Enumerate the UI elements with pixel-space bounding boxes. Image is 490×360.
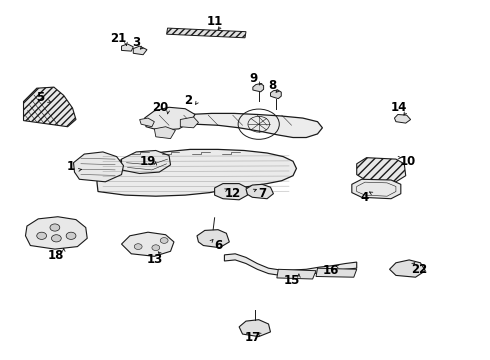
Text: 22: 22: [411, 263, 427, 276]
Polygon shape: [122, 44, 133, 51]
Polygon shape: [24, 87, 76, 127]
Text: 3: 3: [132, 36, 140, 49]
Text: 1: 1: [67, 160, 75, 173]
Polygon shape: [239, 320, 270, 337]
Text: 16: 16: [322, 264, 339, 276]
Text: 8: 8: [268, 79, 276, 92]
Text: 19: 19: [140, 155, 156, 168]
Polygon shape: [316, 268, 357, 277]
Text: 18: 18: [48, 249, 65, 262]
Text: 13: 13: [146, 253, 163, 266]
Polygon shape: [140, 118, 154, 127]
Polygon shape: [74, 152, 123, 182]
Polygon shape: [154, 127, 175, 139]
Text: 20: 20: [152, 101, 169, 114]
Polygon shape: [145, 107, 195, 130]
Circle shape: [37, 232, 47, 239]
Polygon shape: [25, 217, 87, 249]
Text: 21: 21: [110, 32, 127, 45]
Text: 2: 2: [185, 94, 193, 107]
Polygon shape: [97, 149, 296, 196]
Circle shape: [134, 244, 142, 249]
Text: 6: 6: [214, 239, 222, 252]
Polygon shape: [352, 179, 401, 199]
Circle shape: [50, 224, 60, 231]
Polygon shape: [167, 28, 246, 38]
Text: 5: 5: [36, 91, 44, 104]
Circle shape: [152, 245, 160, 251]
Polygon shape: [122, 232, 174, 256]
Text: 9: 9: [250, 72, 258, 85]
Polygon shape: [224, 254, 357, 275]
Polygon shape: [270, 90, 281, 99]
Text: 11: 11: [206, 15, 223, 28]
Polygon shape: [133, 46, 147, 55]
Polygon shape: [357, 158, 406, 182]
Polygon shape: [180, 117, 198, 128]
Polygon shape: [122, 150, 171, 174]
Circle shape: [51, 235, 61, 242]
Circle shape: [160, 238, 168, 243]
Polygon shape: [246, 184, 273, 199]
Polygon shape: [215, 184, 247, 200]
Text: 17: 17: [244, 331, 261, 344]
Text: 12: 12: [224, 187, 241, 200]
Text: 15: 15: [283, 274, 300, 287]
Polygon shape: [156, 113, 322, 138]
Text: 4: 4: [361, 191, 369, 204]
Polygon shape: [277, 269, 316, 279]
Circle shape: [66, 232, 76, 239]
Text: 14: 14: [391, 101, 408, 114]
Polygon shape: [197, 230, 229, 248]
Text: 10: 10: [399, 155, 416, 168]
Polygon shape: [394, 114, 411, 123]
Text: 7: 7: [258, 187, 266, 200]
Polygon shape: [390, 260, 425, 277]
Polygon shape: [253, 84, 264, 92]
